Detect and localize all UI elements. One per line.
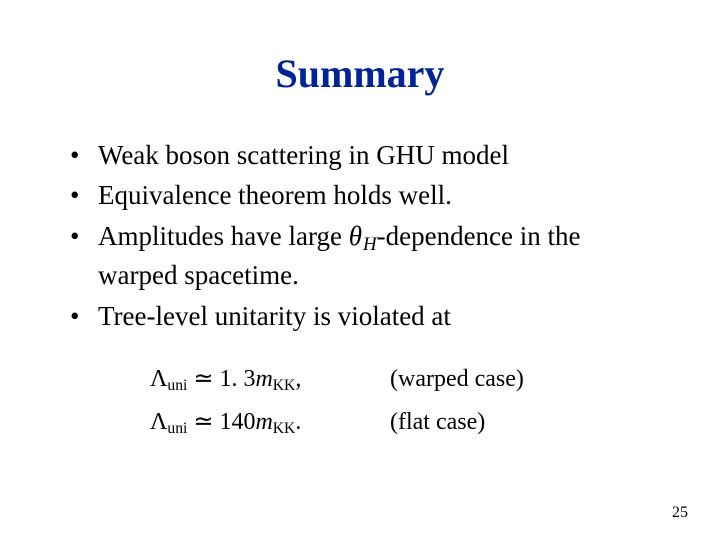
equations-block: Λuni ≃ 1. 3mKK, (warped case) Λuni ≃ 140…: [150, 358, 660, 444]
punct: .: [295, 409, 301, 435]
bullet-text: Weak boson scattering in GHU model: [98, 140, 509, 170]
bullet-item: Weak boson scattering in GHU model: [70, 137, 660, 173]
theta-symbol: θ: [349, 221, 362, 251]
theta-subscript: H: [362, 234, 377, 255]
equation-line: Λuni ≃ 140mKK. (flat case): [150, 401, 660, 444]
punct: ,: [295, 366, 301, 392]
equation-note: (flat case): [370, 401, 485, 444]
coefficient: 140: [219, 409, 255, 435]
mass-subscript: KK: [273, 377, 296, 394]
bullet-text: Tree-level unitarity is violated at: [98, 301, 451, 331]
slide: Summary Weak boson scattering in GHU mod…: [0, 0, 720, 540]
lambda-subscript: uni: [167, 420, 187, 437]
equation-lhs: Λuni ≃ 1. 3mKK,: [150, 358, 370, 401]
slide-number: 25: [672, 504, 688, 522]
lambda-symbol: Λ: [150, 409, 167, 435]
bullet-text-pre: Amplitudes have large: [98, 221, 349, 251]
bullet-item: Equivalence theorem holds well.: [70, 177, 660, 213]
bullet-item: Tree-level unitarity is violated at: [70, 298, 660, 334]
equation-note: (warped case): [370, 358, 524, 401]
lambda-subscript: uni: [167, 377, 187, 394]
bullet-list: Weak boson scattering in GHU model Equiv…: [70, 137, 660, 334]
slide-title: Summary: [60, 50, 660, 97]
bullet-text: Equivalence theorem holds well.: [98, 180, 452, 210]
coefficient: 1. 3: [219, 366, 255, 392]
relation-symbol: ≃: [193, 409, 213, 435]
mass-symbol: m: [255, 409, 272, 435]
relation-symbol: ≃: [193, 366, 213, 392]
mass-subscript: KK: [273, 420, 296, 437]
lambda-symbol: Λ: [150, 366, 167, 392]
equation-lhs: Λuni ≃ 140mKK.: [150, 401, 370, 444]
mass-symbol: m: [255, 366, 272, 392]
equation-line: Λuni ≃ 1. 3mKK, (warped case): [150, 358, 660, 401]
bullet-item: Amplitudes have large θH-dependence in t…: [70, 218, 660, 294]
